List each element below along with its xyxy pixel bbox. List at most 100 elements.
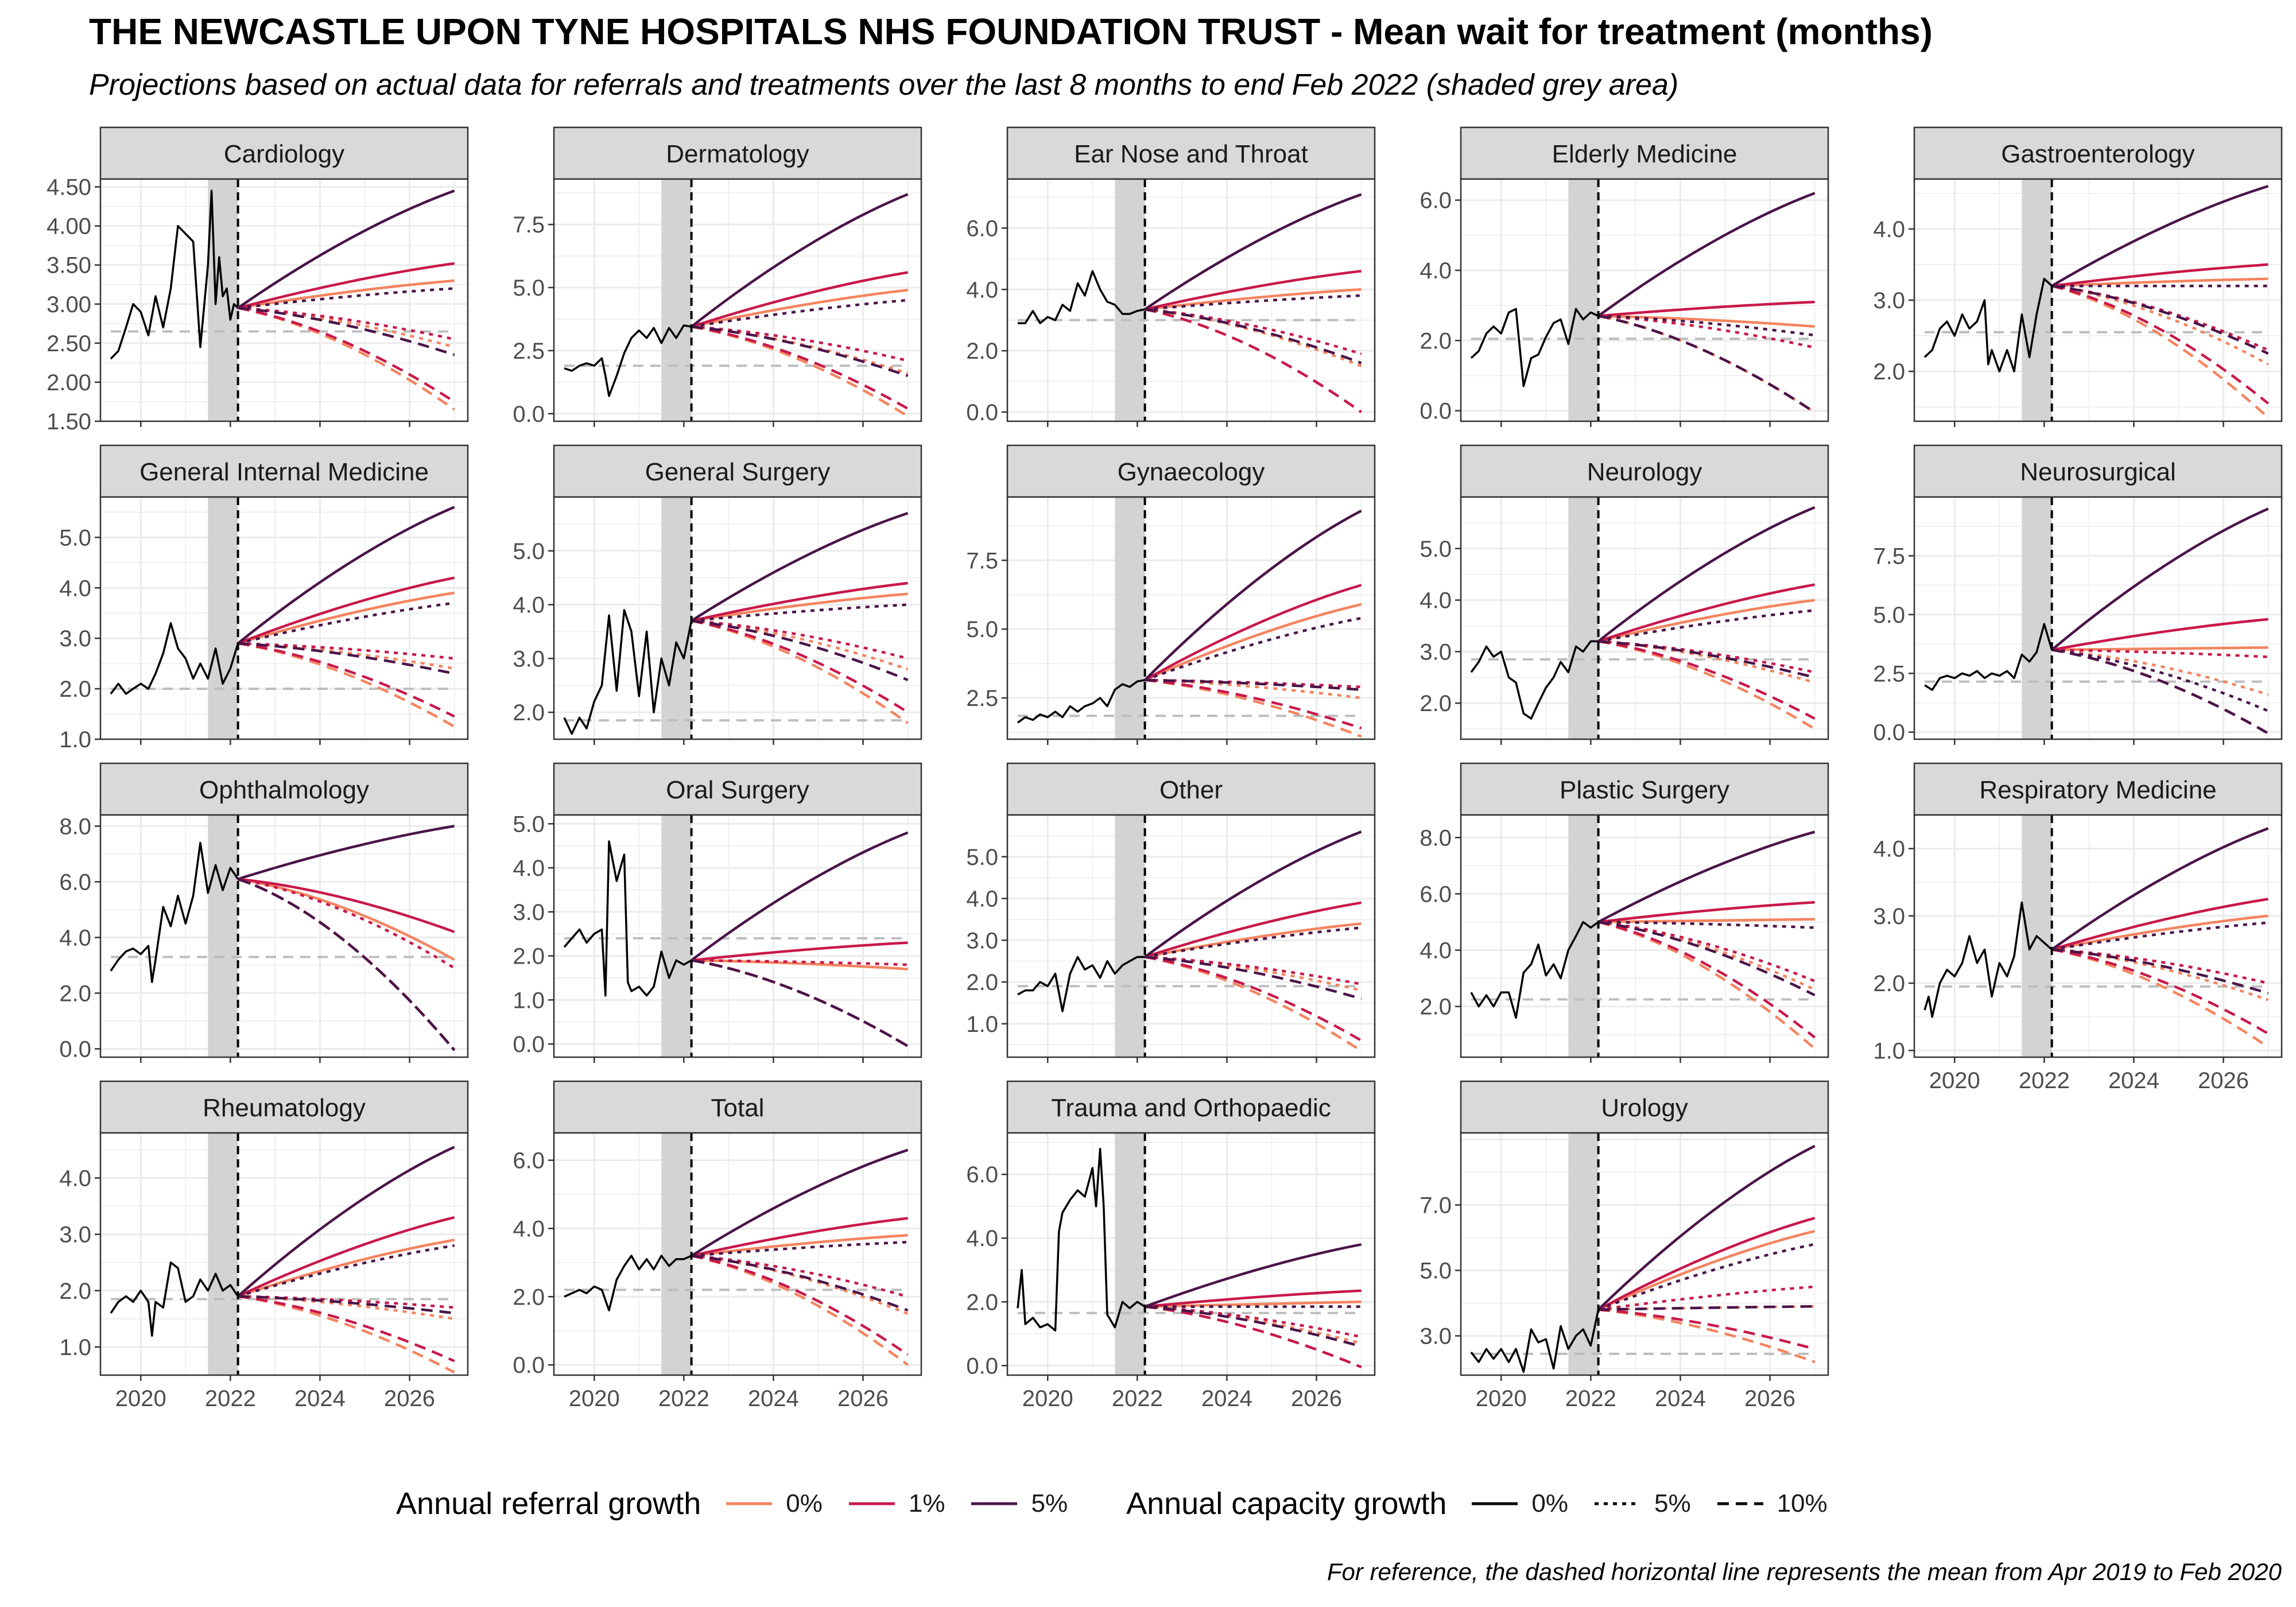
y-tick-label: 6.0 bbox=[966, 1162, 998, 1187]
panel-plot-area bbox=[100, 179, 468, 421]
y-tick-label: 2.0 bbox=[513, 944, 545, 969]
projection-line-ref-1pct-cap-0pct bbox=[1597, 1217, 1816, 1311]
projection-line-ref-5pct-cap-10pct bbox=[1598, 921, 1816, 997]
y-tick-label: 5.0 bbox=[513, 539, 545, 564]
y-tick-label: 8.0 bbox=[1420, 825, 1452, 851]
y-tick-label: 7.5 bbox=[966, 548, 998, 573]
panel-strip-label: Gastroenterology bbox=[2001, 140, 2195, 168]
projection-line-ref-1pct-cap-10pct bbox=[691, 325, 909, 410]
projection-line-ref-5pct-cap-10pct bbox=[238, 306, 455, 356]
y-tick-label: 0.0 bbox=[966, 400, 998, 425]
projection-line-ref-5pct-cap-10pct bbox=[691, 619, 909, 681]
y-tick-label: 0.0 bbox=[513, 1032, 545, 1057]
projection-line-ref-1pct-cap-5pct bbox=[238, 1295, 455, 1309]
x-tick-label: 2026 bbox=[2198, 1068, 2249, 1093]
shaded-period bbox=[661, 179, 692, 421]
chart-caption: For reference, the dashed horizontal lin… bbox=[1327, 1558, 2282, 1585]
history-line bbox=[110, 189, 239, 360]
legend-label-referral-0: 0% bbox=[786, 1489, 823, 1517]
y-tick-label: 2.0 bbox=[513, 1284, 545, 1310]
projection-line-ref-5pct-cap-10pct bbox=[2051, 649, 2269, 735]
panel-strip bbox=[1006, 444, 1376, 498]
y-tick-label: 3.0 bbox=[1420, 639, 1452, 665]
panel-neurology: Neurology 2.0 3.0 4.0 5.0 bbox=[1420, 444, 1829, 745]
projection-line-ref-5pct-cap-10pct bbox=[1598, 1305, 1815, 1311]
panel-strip bbox=[1460, 1080, 1829, 1134]
projection-line-ref-5pct-cap-0pct bbox=[1597, 192, 1816, 317]
legend-label-capacity-2: 10% bbox=[1777, 1489, 1828, 1517]
y-tick-label: 2.0 bbox=[966, 1290, 998, 1315]
history-line bbox=[110, 1261, 239, 1337]
y-tick-label: 7.5 bbox=[1873, 544, 1905, 569]
projection-line-ref-5pct-cap-0pct bbox=[2051, 185, 2269, 288]
projection-line-ref-5pct-cap-0pct bbox=[691, 831, 909, 961]
projection-line-ref-5pct-cap-0pct bbox=[237, 189, 455, 309]
legend-key-referral-0 bbox=[726, 1502, 773, 1505]
projection-line-ref-5pct-cap-0pct bbox=[2051, 827, 2269, 951]
y-tick-label: 2.0 bbox=[59, 1279, 91, 1304]
panel-plot-area bbox=[1007, 497, 1375, 739]
projection-line-ref-5pct-cap-10pct bbox=[1598, 315, 1816, 414]
projection-line-ref-5pct-cap-0pct bbox=[237, 1146, 455, 1298]
panel-plot-area bbox=[100, 815, 468, 1057]
projection-line-ref-5pct-cap-5pct bbox=[691, 298, 908, 328]
projection-line-ref-0pct-cap-0pct bbox=[237, 1239, 455, 1298]
y-tick-label: 2.0 bbox=[1420, 691, 1452, 716]
projection-line-ref-1pct-cap-5pct bbox=[1145, 956, 1362, 985]
shaded-period bbox=[661, 815, 692, 1057]
projection-line-ref-5pct-cap-5pct bbox=[1598, 609, 1815, 643]
panel-plot-area bbox=[1461, 179, 1828, 421]
y-tick-label: 5.0 bbox=[513, 812, 545, 837]
shaded-period bbox=[1568, 815, 1599, 1057]
shaded-period bbox=[1115, 815, 1145, 1057]
projection-line-ref-0pct-cap-0pct bbox=[1598, 599, 1815, 643]
x-tick-label: 2022 bbox=[2019, 1068, 2070, 1093]
y-tick-label: 6.0 bbox=[513, 1148, 545, 1174]
panel-plot-area bbox=[1007, 815, 1375, 1057]
projection-line-ref-1pct-cap-5pct bbox=[2051, 649, 2268, 658]
projection-line-ref-1pct-cap-0pct bbox=[1598, 900, 1815, 923]
panel-strip bbox=[99, 762, 469, 816]
panel-strip bbox=[99, 444, 469, 498]
legend-label-referral-1: 1% bbox=[908, 1489, 945, 1517]
projection-line-ref-0pct-cap-0pct bbox=[691, 592, 908, 622]
panel-border bbox=[1006, 814, 1376, 1058]
projection-line-ref-1pct-cap-5pct bbox=[1598, 640, 1816, 674]
projection-line-ref-5pct-cap-0pct bbox=[2051, 507, 2269, 651]
y-tick-label: 3.0 bbox=[1873, 904, 1905, 929]
projection-line-ref-1pct-cap-0pct bbox=[691, 941, 908, 962]
projection-line-ref-5pct-cap-10pct bbox=[238, 1295, 455, 1315]
projection-line-ref-1pct-cap-0pct bbox=[1598, 300, 1815, 317]
projection-line-ref-0pct-cap-10pct bbox=[1598, 640, 1816, 730]
panel-border bbox=[1460, 814, 1829, 1058]
y-tick-label: 6.0 bbox=[1420, 188, 1452, 214]
y-tick-label: 4.00 bbox=[46, 214, 91, 239]
projection-line-ref-1pct-cap-10pct bbox=[238, 642, 455, 718]
panel-strip-label: Ear Nose and Throat bbox=[1074, 140, 1308, 168]
shaded-period bbox=[208, 497, 238, 739]
projection-line-ref-1pct-cap-0pct bbox=[1144, 584, 1362, 681]
panel-elderly-medicine: Elderly Medicine 0.0 2.0 4.0 6.0 bbox=[1420, 126, 1829, 427]
y-tick-label: 4.0 bbox=[59, 1166, 91, 1191]
panel-dermatology: Dermatology 0.0 2.5 5.0 7.5 bbox=[513, 126, 922, 427]
panel-strip-label: Trauma and Orthopaedic bbox=[1051, 1094, 1331, 1122]
projection-line-ref-1pct-cap-10pct bbox=[691, 1254, 909, 1356]
projection-line-ref-1pct-cap-0pct bbox=[1145, 1289, 1362, 1308]
projection-line-ref-5pct-cap-10pct bbox=[1598, 640, 1816, 679]
projection-line-ref-1pct-cap-10pct bbox=[1145, 308, 1362, 413]
projection-line-ref-5pct-cap-10pct bbox=[238, 642, 455, 675]
projection-line-ref-1pct-cap-10pct bbox=[691, 619, 909, 714]
panel-plot-area bbox=[100, 497, 468, 739]
projection-line-ref-1pct-cap-10pct bbox=[1598, 1308, 1816, 1350]
history-line bbox=[1018, 270, 1145, 324]
y-tick-label: 0.0 bbox=[513, 402, 545, 427]
projection-line-ref-1pct-cap-10pct bbox=[1145, 956, 1362, 1042]
panel-gynaecology: Gynaecology 2.5 5.0 7.5 bbox=[966, 444, 1376, 745]
y-tick-label: 2.0 bbox=[513, 700, 545, 725]
projection-line-ref-5pct-cap-0pct bbox=[1597, 830, 1816, 923]
x-tick-label: 2026 bbox=[1744, 1386, 1795, 1411]
projection-line-ref-1pct-cap-10pct bbox=[1598, 640, 1816, 720]
projection-line-ref-5pct-cap-0pct bbox=[691, 511, 909, 622]
projection-line-ref-5pct-cap-0pct bbox=[1144, 1243, 1362, 1308]
legend-label-capacity-1: 5% bbox=[1654, 1489, 1691, 1517]
